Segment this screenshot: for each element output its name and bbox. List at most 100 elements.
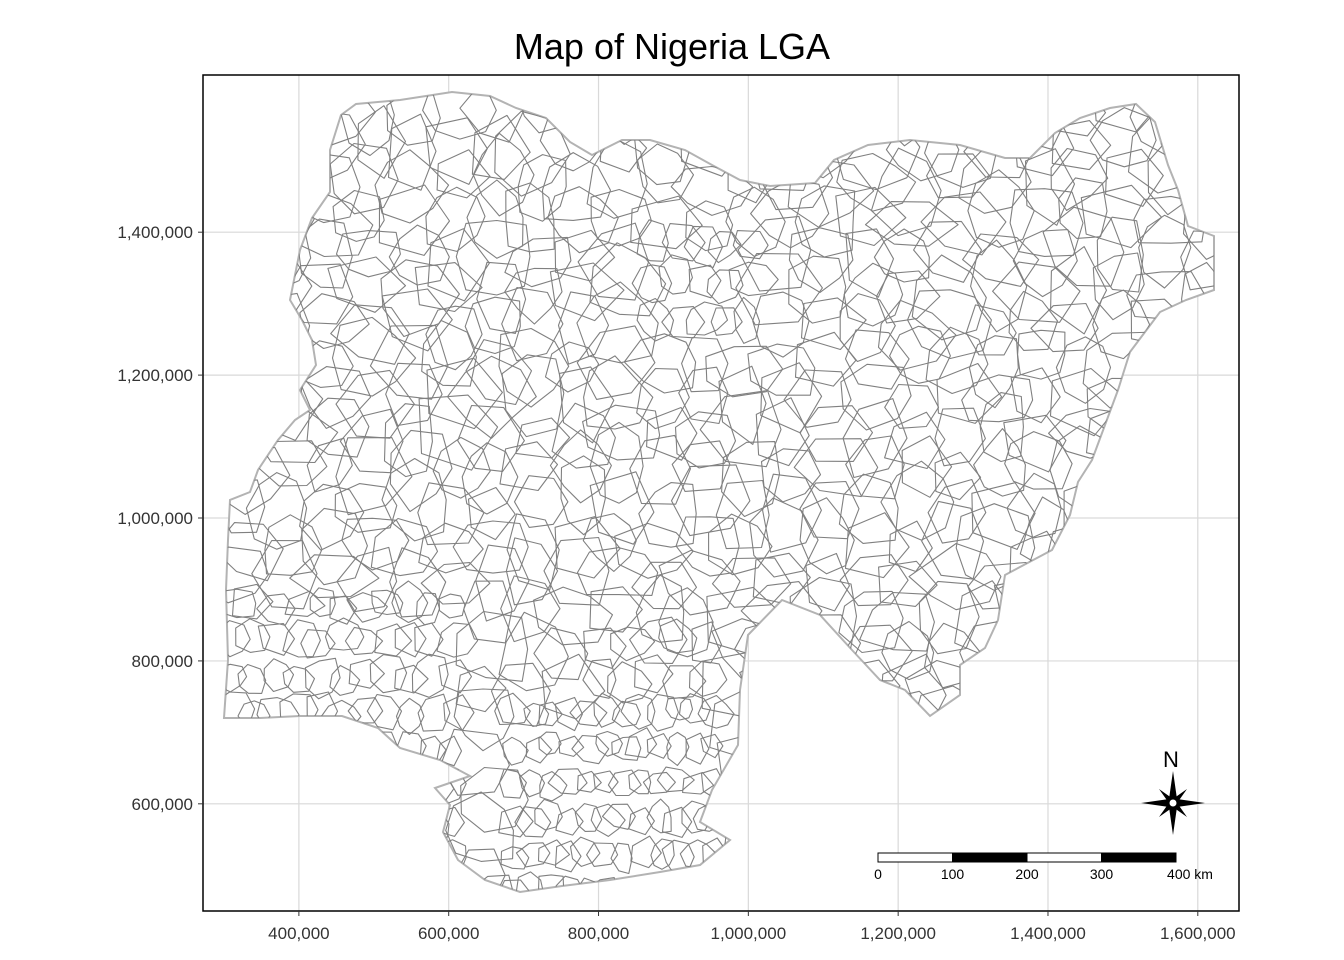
lga-boundary (330, 304, 410, 365)
lga-boundary (1010, 367, 1061, 424)
lga-boundary (936, 362, 1003, 424)
lga-boundary (873, 829, 942, 892)
lga-boundary (706, 269, 744, 305)
lga-boundary (752, 291, 810, 358)
lga-boundary (658, 587, 714, 658)
lga-boundary (628, 769, 652, 795)
lga-boundary (416, 828, 447, 874)
lga-boundary (571, 734, 610, 765)
lga-boundary (224, 871, 250, 892)
lga-boundary (961, 374, 1034, 423)
lga-boundary (1127, 428, 1198, 511)
lga-boundary (1097, 660, 1149, 712)
lga-boundary (593, 770, 619, 794)
lga-boundary (325, 737, 360, 773)
lga-boundary (555, 807, 584, 836)
lga-boundary (238, 805, 273, 846)
x-axis: 400,000 600,000 800,000 1,000,000 1,200,000 1… (268, 911, 1236, 943)
lga-boundary (638, 482, 697, 548)
lga-boundary (299, 366, 372, 429)
lga-boundary (1089, 107, 1157, 168)
lga-boundary (1088, 767, 1152, 835)
lga-boundary (728, 261, 779, 297)
lga-boundary (224, 588, 257, 619)
lga-boundary (710, 307, 743, 336)
lga-boundary (369, 324, 449, 400)
lga-boundary (636, 143, 695, 204)
lga-boundary (463, 580, 513, 644)
lga-boundary (670, 464, 751, 537)
lga-boundary (268, 155, 320, 227)
lga-boundary (1131, 731, 1193, 785)
lga-boundary (1081, 536, 1158, 611)
lga-boundary (231, 583, 274, 620)
lga-boundary (956, 762, 1027, 831)
lga-boundary (787, 158, 875, 228)
lga-boundary (457, 404, 525, 472)
lga-boundary (642, 771, 676, 795)
lga-boundary (421, 319, 477, 387)
lga-boundary (1077, 694, 1153, 755)
lga-boundary (544, 341, 600, 393)
lga-boundary (788, 255, 847, 324)
lga-boundary (873, 228, 930, 283)
lga-boundary (990, 791, 1074, 855)
lga-boundary (329, 595, 358, 625)
lga-boundary (845, 435, 905, 500)
lga-boundary (304, 876, 337, 892)
lga-boundary (310, 837, 341, 879)
lga-boundary (932, 723, 988, 796)
lga-boundary (683, 878, 710, 892)
lga-boundary (610, 842, 633, 875)
lga-boundary (322, 840, 362, 870)
lga-boundary (438, 593, 466, 619)
lga-boundary (688, 660, 728, 697)
lga-boundary (539, 771, 568, 802)
scale-label: 100 (941, 866, 965, 882)
lga-boundary (301, 507, 368, 586)
lga-boundary (1015, 684, 1075, 755)
lga-boundary (237, 663, 267, 694)
lga-boundary (707, 231, 742, 264)
y-tick-label: 1,400,000 (117, 223, 193, 242)
lga-boundary (385, 362, 443, 427)
lga-boundary (658, 549, 741, 616)
lga-boundary (264, 514, 323, 576)
lga-boundary (554, 229, 616, 282)
lga-boundary (911, 254, 987, 341)
lga-boundary (348, 658, 385, 689)
lga-boundary (502, 736, 529, 766)
lga-boundary (224, 227, 277, 279)
lga-boundary (927, 478, 987, 544)
lga-boundary (374, 623, 413, 657)
lga-boundary (558, 735, 585, 757)
lga-boundary (1011, 653, 1066, 712)
lga-boundary (534, 798, 563, 831)
lga-boundary (678, 366, 729, 425)
lga-boundary (576, 281, 659, 364)
lga-boundary (794, 331, 857, 387)
lga-boundary (1098, 489, 1164, 536)
x-tick-label: 1,600,000 (1160, 924, 1236, 943)
lga-boundary (671, 440, 731, 492)
lga-boundary (577, 222, 650, 301)
lga-boundary (547, 186, 619, 254)
lga-boundary (934, 407, 986, 467)
lga-boundary (418, 394, 499, 471)
lga-boundary (797, 650, 857, 726)
lga-boundary (752, 552, 811, 606)
lga-boundary (791, 808, 846, 863)
lga-boundary (388, 873, 426, 892)
lga-boundary (664, 873, 690, 892)
lga-boundary (366, 808, 400, 838)
lga-boundary (748, 825, 814, 892)
lga-boundary (331, 316, 417, 397)
lga-boundary (1176, 544, 1214, 617)
lga-boundary (998, 610, 1072, 673)
lga-boundary (498, 611, 569, 692)
lga-boundary (443, 694, 475, 731)
lga-boundary (1182, 180, 1214, 260)
lga-boundary (835, 734, 907, 801)
lga-boundary (756, 692, 819, 746)
lga-boundary (417, 693, 451, 732)
